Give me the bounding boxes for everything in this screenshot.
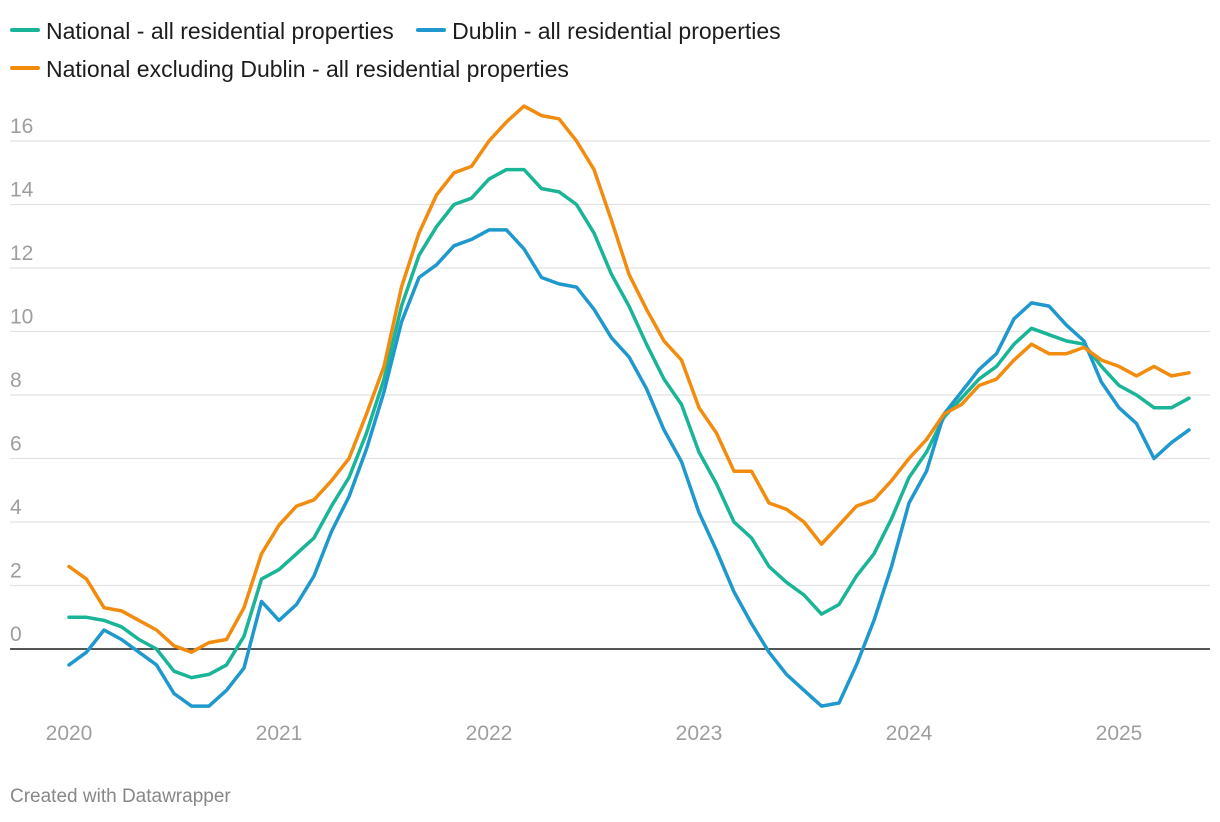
- y-tick-label-6: 6: [10, 433, 22, 456]
- y-tick-label-10: 10: [10, 306, 33, 329]
- series-lines: [67, 104, 1191, 708]
- y-tick-label-12: 12: [10, 242, 33, 265]
- series-line-national: [67, 167, 1191, 680]
- y-tick-label-14: 14: [10, 179, 34, 202]
- legend-label-national-excl-dublin: National excluding Dublin - all resident…: [46, 56, 569, 82]
- legend: National - all residential properties Du…: [10, 12, 1210, 88]
- y-tick-label-16: 16: [10, 115, 33, 138]
- x-tick-label-2022: 2022: [466, 722, 513, 745]
- credit-footer: Created with Datawrapper: [10, 786, 231, 807]
- legend-item-national-excl-dublin: National excluding Dublin - all resident…: [10, 50, 569, 88]
- series-line-national-excl-dublin: [67, 104, 1191, 654]
- legend-swatch-dublin: [416, 27, 447, 32]
- legend-label-dublin: Dublin - all residential properties: [452, 18, 781, 44]
- legend-item-dublin: Dublin - all residential properties: [416, 12, 781, 50]
- legend-item-national: National - all residential properties: [10, 12, 394, 50]
- x-tick-label-2021: 2021: [256, 722, 303, 745]
- legend-label-national: National - all residential properties: [46, 18, 394, 44]
- y-tick-label-0: 0: [10, 623, 22, 646]
- x-tick-label-2025: 2025: [1096, 722, 1143, 745]
- x-tick-label-2024: 2024: [886, 722, 933, 745]
- y-axis-tick-labels: 0 2 4 6 8 10 12 14 16: [10, 115, 34, 646]
- legend-swatch-national: [10, 27, 40, 32]
- y-tick-label-8: 8: [10, 369, 22, 392]
- x-tick-label-2020: 2020: [46, 722, 93, 745]
- x-tick-label-2023: 2023: [676, 722, 723, 745]
- series-line-dublin: [67, 228, 1191, 708]
- gridlines: [10, 140, 1210, 650]
- x-axis-tick-labels: 2020 2021 2022 2023 2024 2025: [46, 722, 1143, 745]
- legend-swatch-national-excl-dublin: [10, 65, 40, 70]
- y-tick-label-2: 2: [10, 560, 22, 583]
- y-tick-label-4: 4: [10, 496, 22, 519]
